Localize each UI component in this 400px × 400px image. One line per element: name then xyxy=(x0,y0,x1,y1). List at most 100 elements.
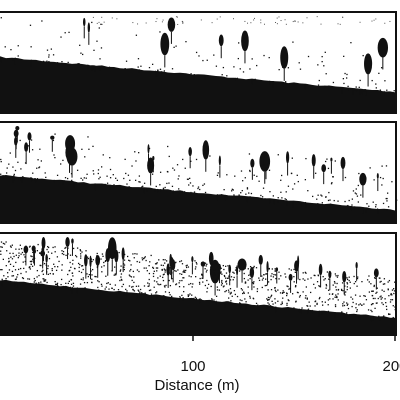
return-point xyxy=(19,139,21,142)
return-point xyxy=(364,89,366,91)
return-point xyxy=(18,248,20,250)
return-point xyxy=(72,247,75,250)
ground-spike xyxy=(365,89,367,96)
tree-stem xyxy=(330,161,332,174)
return-point xyxy=(377,297,379,300)
return-point xyxy=(64,32,66,34)
return-point xyxy=(168,279,170,282)
return-point xyxy=(129,275,131,277)
return-point xyxy=(381,165,383,167)
return-point xyxy=(225,290,227,292)
tree-stem xyxy=(33,253,35,266)
return-point xyxy=(371,20,373,22)
return-point xyxy=(100,23,102,25)
return-point xyxy=(231,295,233,297)
return-point xyxy=(351,204,353,206)
tree-stem xyxy=(362,185,364,198)
return-point xyxy=(32,172,34,174)
return-point xyxy=(374,307,376,310)
return-point xyxy=(116,179,119,181)
return-point xyxy=(126,183,128,185)
return-point xyxy=(37,243,39,246)
return-point xyxy=(138,152,140,154)
return-point xyxy=(81,265,84,267)
return-point xyxy=(33,277,36,280)
return-point xyxy=(307,278,309,280)
return-point xyxy=(370,303,373,306)
return-point xyxy=(319,285,321,288)
return-point xyxy=(44,279,47,281)
return-point xyxy=(263,54,265,57)
return-point xyxy=(138,270,140,273)
return-point xyxy=(141,257,143,259)
tree-crown xyxy=(87,22,91,33)
return-point xyxy=(294,20,296,22)
ground-spike xyxy=(73,181,75,189)
return-point xyxy=(45,176,47,179)
return-point xyxy=(25,246,27,249)
return-point xyxy=(178,282,180,284)
return-point xyxy=(274,268,276,270)
return-point xyxy=(157,283,159,285)
return-point xyxy=(346,288,348,291)
return-point xyxy=(323,279,325,281)
return-point xyxy=(302,272,304,274)
return-point xyxy=(183,277,185,279)
return-point xyxy=(182,297,184,299)
return-point xyxy=(292,21,294,23)
return-point xyxy=(21,277,24,279)
return-point xyxy=(215,279,217,281)
return-point xyxy=(242,292,244,295)
return-point xyxy=(195,266,197,268)
return-point xyxy=(327,310,330,312)
return-point xyxy=(181,279,183,282)
return-point xyxy=(79,263,81,266)
ground-spike xyxy=(354,206,356,210)
return-point xyxy=(136,253,138,255)
return-point xyxy=(14,269,17,271)
return-point xyxy=(158,284,160,286)
return-point xyxy=(250,22,252,24)
return-point xyxy=(164,186,166,189)
return-point xyxy=(43,280,45,282)
return-point xyxy=(147,285,149,288)
return-point xyxy=(156,262,158,264)
return-point xyxy=(335,286,337,288)
return-point xyxy=(101,271,103,273)
return-point xyxy=(74,254,77,257)
return-point xyxy=(272,276,275,278)
return-point xyxy=(325,196,327,198)
return-point xyxy=(181,263,184,265)
return-point xyxy=(148,147,151,150)
return-point xyxy=(73,158,75,160)
return-point xyxy=(67,273,69,276)
return-point xyxy=(234,293,236,296)
return-point xyxy=(268,298,270,301)
return-point xyxy=(286,293,288,295)
return-point xyxy=(269,191,271,193)
return-point xyxy=(359,303,361,305)
profile-panel xyxy=(0,11,397,114)
ground-spike xyxy=(324,85,326,89)
ground-spike xyxy=(266,305,268,309)
return-point xyxy=(148,264,150,267)
return-point xyxy=(358,172,360,175)
return-point xyxy=(245,282,247,284)
return-point xyxy=(44,172,46,174)
return-point xyxy=(251,282,253,284)
return-point xyxy=(364,295,366,297)
return-point xyxy=(327,289,330,291)
tree-crown xyxy=(147,144,150,154)
return-point xyxy=(320,23,322,25)
return-point xyxy=(38,282,40,284)
return-point xyxy=(340,288,343,291)
return-point xyxy=(386,308,388,311)
return-point xyxy=(171,272,173,274)
return-point xyxy=(254,78,256,81)
return-point xyxy=(47,265,49,267)
return-point xyxy=(104,288,106,290)
return-point xyxy=(80,52,82,54)
return-point xyxy=(363,295,365,297)
return-point xyxy=(187,294,189,296)
return-point xyxy=(373,19,375,21)
